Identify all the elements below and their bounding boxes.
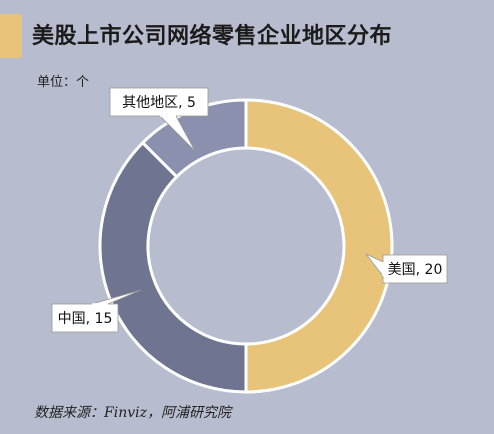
data-label-1: 中国, 15 bbox=[51, 289, 142, 333]
data-label-text-0: 美国, 20 bbox=[388, 262, 443, 278]
donut-slice-0 bbox=[244, 98, 394, 394]
donut-slice-1 bbox=[98, 140, 248, 394]
title-accent-bar bbox=[0, 14, 22, 58]
unit-label: 单位：个 bbox=[37, 75, 90, 90]
data-label-0: 美国, 20 bbox=[365, 253, 448, 284]
data-label-text-2: 其他地区, 5 bbox=[122, 95, 196, 111]
chart-title: 美股上市公司网络零售企业地区分布 bbox=[32, 24, 393, 49]
source-note: 数据来源：Finviz，阿浦研究院 bbox=[34, 405, 231, 421]
data-label-text-1: 中国, 15 bbox=[58, 311, 113, 327]
data-label-2: 其他地区, 5 bbox=[109, 87, 209, 152]
